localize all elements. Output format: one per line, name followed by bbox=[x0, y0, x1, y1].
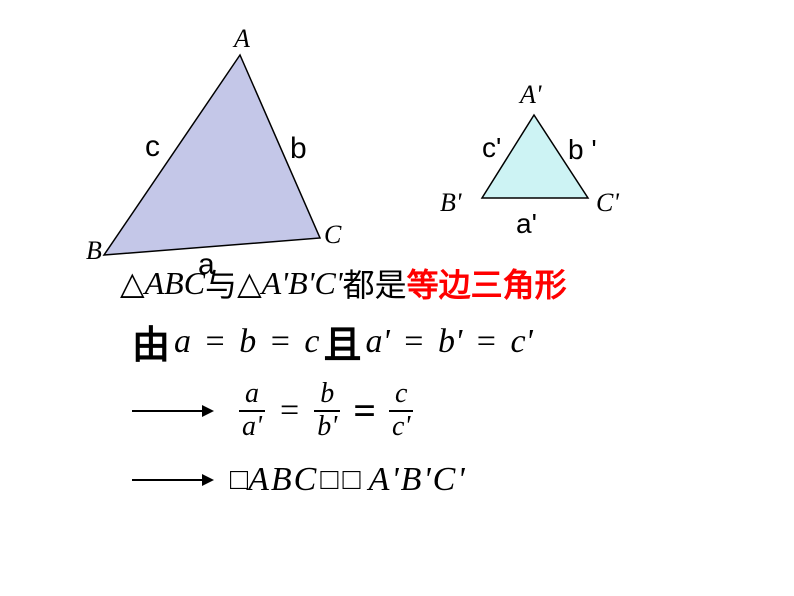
box-symbol-2: □ bbox=[320, 463, 338, 497]
cn-you: 由 bbox=[132, 314, 170, 369]
triangles-diagram: A B C c b a A' B' C' c' b ' a' bbox=[0, 20, 794, 260]
label-C: C bbox=[324, 220, 341, 250]
arrow-icon bbox=[132, 410, 212, 412]
abc-text: ABC bbox=[145, 265, 205, 302]
abc-prime-conclusion: A'B'C' bbox=[369, 461, 467, 499]
box-symbol-3: □ bbox=[342, 463, 360, 497]
label-A: A bbox=[234, 24, 250, 54]
equals-1: = bbox=[280, 392, 299, 430]
premise-line: 由 a = b = c 且 a' = b' = c' bbox=[132, 314, 720, 369]
statement-line: △ ABC 与 △ A'B'C' 都是 等边三角形 bbox=[120, 260, 720, 306]
equilateral-text: 等边三角形 bbox=[407, 260, 567, 306]
equals-big: = bbox=[353, 387, 376, 434]
arrow-icon-2 bbox=[132, 479, 212, 481]
label-side-c-prime: c' bbox=[482, 132, 501, 164]
triangle-abc bbox=[104, 55, 320, 255]
frac-b: b b' bbox=[311, 379, 343, 443]
label-B: B bbox=[86, 236, 102, 266]
label-side-a-prime: a' bbox=[516, 208, 537, 240]
label-side-b: b bbox=[290, 132, 307, 166]
diagram-svg bbox=[0, 20, 794, 280]
box-symbol: □ bbox=[230, 463, 248, 497]
cn-yu: 与 bbox=[205, 260, 237, 306]
label-C-prime: C' bbox=[596, 188, 619, 218]
label-side-c: c bbox=[145, 130, 160, 164]
abc-conclusion: ABC bbox=[248, 461, 318, 499]
explanatory-text: △ ABC 与 △ A'B'C' 都是 等边三角形 由 a = b = c 且 … bbox=[120, 260, 720, 509]
label-A-prime: A' bbox=[520, 80, 541, 110]
ratio-line: a a' = b b' = c c' bbox=[132, 379, 720, 443]
triangle-symbol: △ bbox=[120, 264, 145, 302]
cn-qie: 且 bbox=[323, 314, 361, 369]
abc-prime-text: A'B'C' bbox=[262, 265, 343, 302]
label-side-b-prime: b ' bbox=[568, 134, 597, 166]
frac-a: a a' bbox=[236, 379, 268, 443]
cn-doushi: 都是 bbox=[343, 260, 407, 306]
conclusion-line: □ ABC □ □ A'B'C' bbox=[132, 461, 720, 499]
triangle-symbol-2: △ bbox=[237, 264, 262, 302]
label-B-prime: B' bbox=[440, 188, 461, 218]
frac-c: c c' bbox=[386, 379, 416, 443]
